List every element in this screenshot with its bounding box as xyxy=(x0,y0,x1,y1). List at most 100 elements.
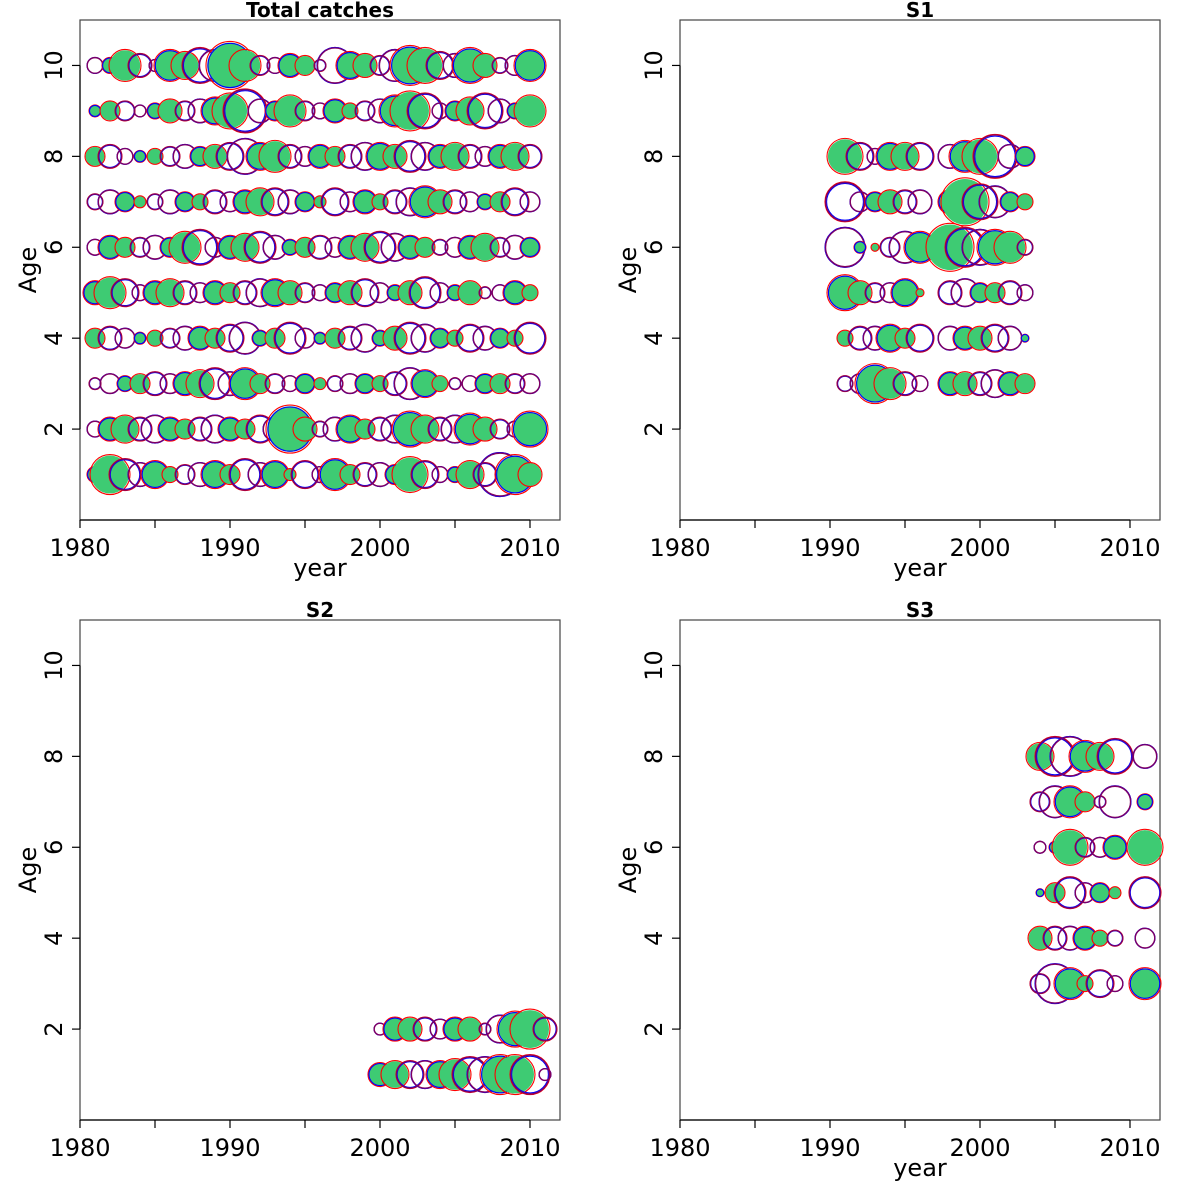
filled-bubble xyxy=(458,281,482,305)
filled-bubble xyxy=(1092,930,1108,946)
overlap-bubble xyxy=(86,193,104,211)
overlap-bubble xyxy=(159,327,181,349)
observed-bubble xyxy=(321,188,349,216)
y-tick-label: 8 xyxy=(40,749,68,764)
predicted-bubble xyxy=(352,52,378,79)
observed-bubble xyxy=(1097,739,1133,774)
filled-bubble xyxy=(117,376,133,392)
overlap-bubble xyxy=(847,325,873,351)
overlap-bubble xyxy=(172,280,198,306)
predicted-bubble xyxy=(258,139,292,173)
filled-bubble xyxy=(490,192,510,212)
overlap-bubble xyxy=(478,286,492,300)
predicted-bubble xyxy=(410,414,440,444)
predicted-bubble xyxy=(836,329,854,347)
y-tick-label: 2 xyxy=(40,421,68,436)
predicted-bubble xyxy=(397,1016,423,1042)
filled-bubble xyxy=(432,376,448,392)
overlap-bubble xyxy=(393,322,427,355)
observed-bubble xyxy=(394,141,426,172)
overlap-bubble xyxy=(116,147,134,165)
filled-bubble xyxy=(308,144,332,168)
overlap-bubble xyxy=(504,373,526,394)
overlap-bubble xyxy=(466,92,504,130)
predicted-bubble xyxy=(354,418,376,440)
filled-bubble xyxy=(115,192,135,212)
predicted-bubble xyxy=(341,102,359,120)
predicted-bubble xyxy=(339,463,361,486)
predicted-bubble xyxy=(1014,373,1036,395)
observed-bubble xyxy=(467,93,503,129)
overlap-bubble xyxy=(202,189,228,215)
filled-bubble xyxy=(475,374,495,394)
filled-bubble xyxy=(392,457,428,492)
x-tick-label: 1980 xyxy=(649,534,710,562)
overlap-bubble xyxy=(824,181,866,222)
filled-bubble xyxy=(314,332,326,344)
filled-bubble xyxy=(336,415,364,443)
predicted-bubble xyxy=(185,369,215,399)
filled-bubble xyxy=(970,283,990,303)
overlap-bubble xyxy=(127,53,153,78)
filled-bubble xyxy=(218,417,242,441)
predicted-bubble xyxy=(509,1008,551,1050)
observed-bubble xyxy=(111,279,139,307)
overlap-bubble xyxy=(892,371,918,396)
x-tick-label: 2010 xyxy=(1099,534,1160,562)
filled-bubble xyxy=(1000,192,1020,212)
filled-bubble xyxy=(295,374,315,394)
filled-bubble xyxy=(115,237,135,257)
observed-bubble xyxy=(456,324,484,352)
observed-bubble xyxy=(514,322,546,354)
predicted-bubble xyxy=(826,137,864,175)
overlap-bubble xyxy=(174,464,196,485)
predicted-bubble xyxy=(84,145,106,167)
predicted-bubble xyxy=(155,278,185,308)
filled-bubble xyxy=(473,54,497,77)
x-axis-label: year xyxy=(893,1154,947,1182)
predicted-bubble xyxy=(337,280,363,306)
predicted-bubble xyxy=(114,236,136,258)
y-tick-label: 2 xyxy=(640,421,668,436)
observed-bubble xyxy=(514,50,546,81)
filled-bubble xyxy=(1073,926,1097,950)
observed-bubble xyxy=(981,324,1009,352)
predicted-bubble xyxy=(494,1053,536,1096)
filled-bubble xyxy=(391,91,429,130)
overlap-bubble xyxy=(538,1068,552,1082)
overlap-bubble xyxy=(513,322,547,355)
observed-bubble xyxy=(520,237,540,258)
filled-bubble xyxy=(477,194,493,210)
x-tick-label: 2000 xyxy=(949,1134,1010,1162)
filled-bubble xyxy=(158,417,182,441)
predicted-bubble xyxy=(249,373,271,395)
axes-layer: 1980 1990 2000 2010 2 4 6 8 10 xyxy=(640,50,1161,562)
predicted-bubble xyxy=(940,177,990,227)
observed-bubble xyxy=(291,461,319,488)
overlap-bubble xyxy=(519,191,541,213)
overlap-bubble xyxy=(457,144,483,169)
predicted-bubble xyxy=(397,280,423,306)
predicted-bubble xyxy=(440,141,470,171)
overlap-bubble xyxy=(1106,975,1124,993)
y-axis-label: Age xyxy=(14,247,42,293)
overlap-bubble xyxy=(1053,876,1087,909)
y-axis-label: Age xyxy=(614,247,642,293)
overlap-bubble xyxy=(350,278,380,307)
predicted-bubble xyxy=(219,463,241,486)
observed-bubble xyxy=(1035,888,1045,897)
overlap-bubble xyxy=(1106,929,1124,947)
bubble-layer xyxy=(1025,735,1164,1005)
predicted-bubble xyxy=(380,1059,410,1090)
filled-bubble xyxy=(1103,835,1127,859)
predicted-bubble xyxy=(890,141,920,171)
predicted-bubble xyxy=(877,189,903,215)
overlap-bubble xyxy=(1016,238,1034,256)
overlap-bubble xyxy=(187,416,213,442)
filled-bubble xyxy=(1015,374,1035,394)
filled-bubble xyxy=(514,95,546,127)
filled-bubble xyxy=(447,330,463,346)
predicted-bubble xyxy=(234,418,256,440)
x-tick-label: 2000 xyxy=(949,534,1010,562)
overlap-bubble xyxy=(88,377,102,391)
